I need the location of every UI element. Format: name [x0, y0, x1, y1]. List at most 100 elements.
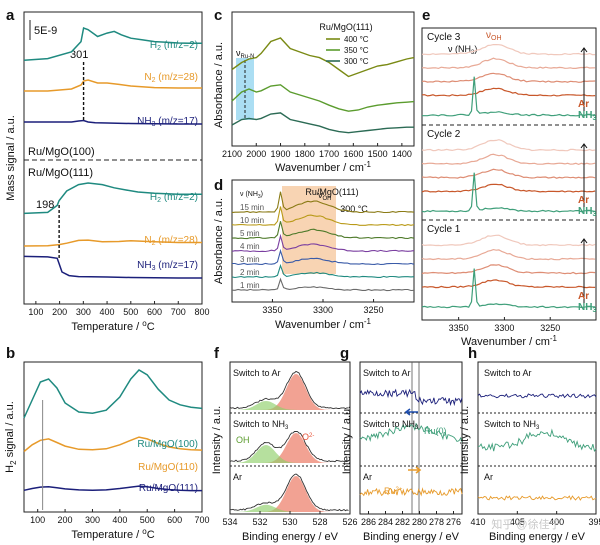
panel-b-line-0 [23, 369, 203, 419]
panel-e-cycle-1: Cycle 1 [427, 224, 461, 235]
panel-a-series-label: NH3 (m/z=17) [137, 116, 198, 128]
panel-e-line-2-3 [421, 279, 596, 289]
panel-b-tick-label: 300 [85, 515, 100, 525]
panel-a-line-0-2 [24, 119, 202, 125]
panel-d-line-3 [231, 233, 415, 253]
panel-h-tick-label: 400 [549, 517, 564, 527]
panel-g-line-2 [359, 487, 463, 497]
panel-g-shift-arrow-1 [404, 408, 418, 416]
panel-d-tick-label: 3250 [364, 305, 384, 315]
panel-d-line-1 [231, 263, 415, 279]
panel-h-tick-label: 405 [510, 517, 525, 527]
panel-a-tick-label: 600 [147, 307, 162, 317]
panel-b-ticks: 100 200 300 400 500 600 700 [30, 509, 210, 525]
panel-d-ticks: 3350 3300 3250 [262, 299, 384, 315]
panel-d-nh3-band-label: ν (NH3) [240, 191, 263, 200]
panel-e-line-2-4 [421, 268, 596, 309]
panel-a-tick-label: 200 [52, 307, 67, 317]
panel-a-ylabel: Mass signal / a.u. [5, 115, 17, 201]
panel-h-tick-label: 410 [470, 517, 485, 527]
panel-d-title: Ru/MgO(111) [305, 187, 358, 197]
panel-a-tick-label: 300 [76, 307, 91, 317]
panel-d-time-label: 15 min [240, 203, 264, 212]
panel-e-tick-label: 3250 [540, 323, 560, 333]
panel-f-o2-label: O2- [302, 432, 314, 442]
panel-g-row-2-label: Switch to NH3 [363, 419, 419, 431]
panel-h-line-2 [477, 495, 597, 501]
panel-g-tick-label: 278 [429, 517, 444, 527]
panel-label-g: g [340, 345, 349, 362]
panel-f-envelope [229, 370, 349, 410]
panel-g-row-1-label: Switch to Ar [363, 368, 411, 378]
panel-a-xlabel: Temperature / oC [71, 319, 154, 333]
panel-d-lines [231, 191, 415, 292]
panel-e-nh3-label: NH3 [578, 110, 596, 122]
panel-e-line-2-1 [421, 248, 596, 261]
panel-f-envelope [230, 473, 349, 512]
panel-e-frame [421, 27, 597, 321]
panel-e-lines [421, 44, 596, 309]
panel-e-line-0-2 [421, 72, 596, 83]
panel-b-tick-label: 600 [167, 515, 182, 525]
panel-a-series-label: NH3 (m/z=17) [137, 260, 198, 272]
panel-e-line-1-0 [421, 139, 596, 152]
panel-label-d: d [214, 177, 223, 194]
panel-b-tick-label: 500 [140, 515, 155, 525]
panel-h-row-1-label: Switch to Ar [484, 368, 532, 378]
panel-label-b: b [6, 345, 15, 362]
panel-d-line-5 [231, 206, 415, 227]
panel-b-tick-label: 100 [30, 515, 45, 525]
panel-f-o2-peak [230, 476, 350, 512]
panel-e-nh3-label: NH3 [578, 302, 596, 314]
panel-g-tick-label: 280 [412, 517, 427, 527]
panel-c-band-label: νRu-N [236, 48, 255, 60]
panel-f-tick-label: 526 [342, 517, 357, 527]
panel-f-row-2-label: Switch to NH3 [233, 419, 289, 431]
panel-b-tick-label: 400 [112, 515, 127, 525]
panel-a-series-label: H2 (m/z=2) [150, 40, 198, 52]
panel-e-tick-label: 3350 [449, 323, 469, 333]
panel-h-row-3-label: Ar [484, 472, 493, 482]
panel-c-tick-label: 2000 [246, 149, 266, 159]
panel-c-line-0 [231, 37, 415, 78]
panel-b-series-label: Ru/MgO(111) [139, 483, 198, 494]
watermark-text: 知乎 @徐佳宁 [491, 517, 560, 531]
panel-c-line-1 [231, 84, 415, 112]
panel-a-series-labels: H2 (m/z=2) N2 (m/z=28) NH3 (m/z=17) H2 (m/z… [137, 40, 198, 272]
panel-c-ticks: 2100 2000 1900 1800 1700 1600 1500 1400 [222, 143, 412, 159]
panel-g-tick-label: 282 [395, 517, 410, 527]
panel-h-frame [477, 361, 597, 515]
panel-g-row-3-label: Ar [363, 472, 372, 482]
panel-c-legend-title: Ru/MgO(111) [319, 22, 372, 32]
panel-a-tick-label: 100 [28, 307, 43, 317]
panel-g-tick-label: 286 [361, 517, 376, 527]
panel-f-oh-peak [230, 401, 350, 410]
panel-e-line-0-1 [421, 57, 596, 70]
panel-e-ticks: 3350 3300 3250 [449, 317, 560, 333]
panel-a-annotation-198: 198 [36, 199, 54, 211]
panel-a-scale-label: 5E-9 [34, 25, 57, 37]
panel-c-lines [231, 37, 415, 134]
panel-a-tick-label: 400 [100, 307, 115, 317]
panel-a-group-label-111: Ru/MgO(111) [28, 167, 93, 179]
panel-f-xlabel: Binding energy / eV [242, 531, 339, 543]
panel-g-ru2-label: Ru2+ [384, 486, 403, 496]
panel-label-f: f [214, 345, 220, 362]
panel-d-ylabel: Absorbance / a.u. [213, 198, 225, 284]
panel-a-tick-label: 700 [171, 307, 186, 317]
panel-d-time-label: 4 min [240, 242, 260, 251]
panel-c-tick-label: 1900 [271, 149, 291, 159]
panel-c-tick-label: 1500 [368, 149, 388, 159]
panel-e-line-1-2 [421, 168, 596, 179]
panel-f-spectra [229, 370, 350, 512]
panel-c-frame [231, 11, 415, 147]
panel-c-ru-n-band [236, 58, 254, 120]
panel-g-ticks: 286 284 282 280 278 276 [361, 511, 461, 527]
panel-g-line-0 [359, 388, 463, 407]
panel-c-legend-item: 300 °C [344, 57, 369, 66]
panel-h-xlabel: Binding energy / eV [489, 531, 586, 543]
panel-b-series-labels: Ru/MgO(100) Ru/MgO(110) Ru/MgO(111) [137, 439, 198, 494]
panel-f-ylabel: Intensity / a.u. [211, 406, 223, 474]
panel-a-annotation-301: 301 [70, 49, 88, 61]
